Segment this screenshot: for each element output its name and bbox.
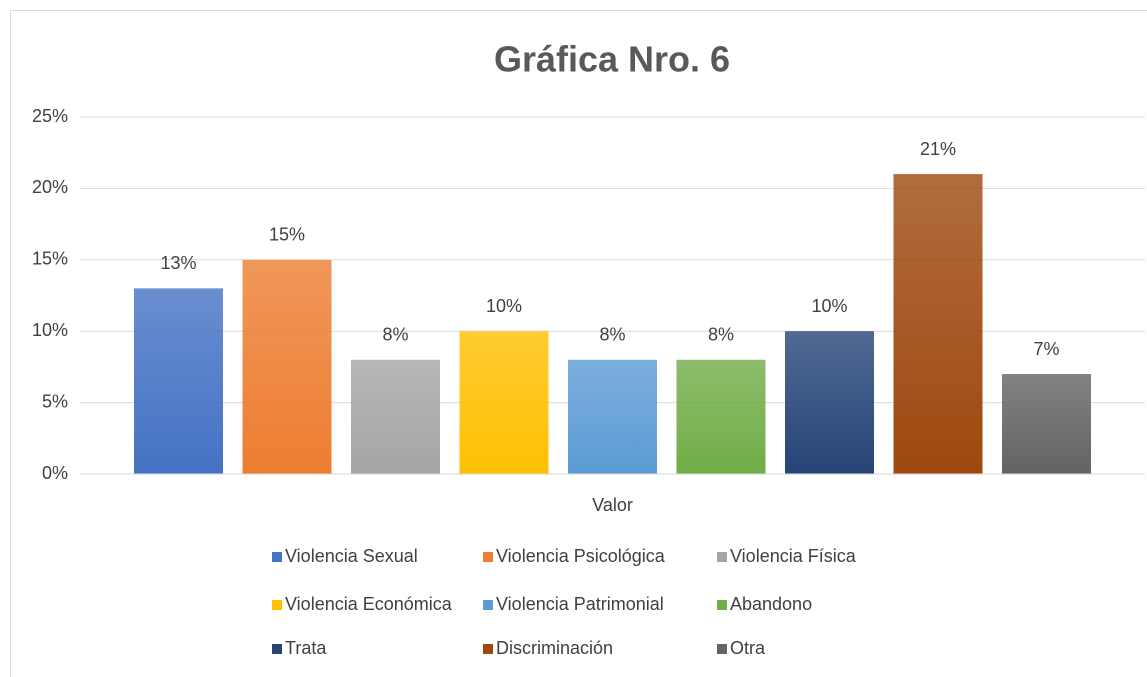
legend-label: Violencia Económica	[285, 594, 453, 614]
chart-title: Gráfica Nro. 6	[494, 39, 730, 80]
data-label: 15%	[269, 225, 305, 245]
x-tick-label: Valor	[592, 495, 633, 515]
legend-swatch	[272, 600, 282, 610]
y-tick-label: 25%	[32, 106, 68, 126]
bar	[459, 331, 549, 474]
legend-label: Otra	[730, 638, 766, 658]
data-label: 10%	[486, 296, 522, 316]
bar	[676, 359, 766, 474]
y-tick-label: 5%	[42, 391, 68, 411]
data-label: 21%	[920, 139, 956, 159]
bar	[242, 259, 332, 474]
bar	[134, 288, 223, 474]
legend-label: Violencia Psicológica	[496, 546, 666, 566]
legend-swatch	[483, 600, 493, 610]
legend-swatch	[483, 552, 493, 562]
legend-swatch	[272, 644, 282, 654]
bar	[1002, 374, 1091, 474]
y-tick-label: 20%	[32, 177, 68, 197]
bar	[785, 331, 874, 474]
legend-label: Abandono	[730, 594, 812, 614]
legend-label: Discriminación	[496, 638, 613, 658]
data-label: 8%	[708, 325, 734, 345]
legend-label: Violencia Física	[730, 546, 857, 566]
data-label: 7%	[1033, 339, 1059, 359]
y-tick-label: 15%	[32, 249, 68, 269]
bar	[568, 359, 657, 474]
bar	[893, 174, 983, 474]
legend-swatch	[717, 600, 727, 610]
bar	[351, 359, 440, 474]
legend-label: Trata	[285, 638, 327, 658]
legend-swatch	[717, 552, 727, 562]
y-tick-label: 0%	[42, 463, 68, 483]
data-label: 10%	[811, 296, 847, 316]
y-tick-label: 10%	[32, 320, 68, 340]
legend-swatch	[272, 552, 282, 562]
legend-label: Violencia Patrimonial	[496, 594, 664, 614]
data-label: 8%	[599, 325, 625, 345]
data-label: 8%	[382, 325, 408, 345]
legend-label: Violencia Sexual	[285, 546, 418, 566]
data-label: 13%	[160, 253, 196, 273]
legend-swatch	[483, 644, 493, 654]
legend-swatch	[717, 644, 727, 654]
